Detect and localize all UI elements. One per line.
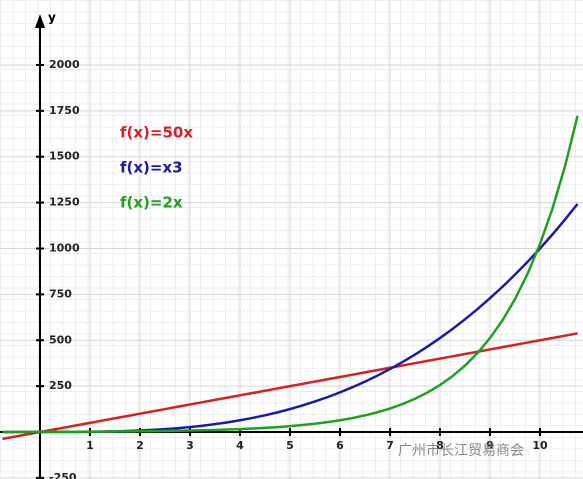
- x-tick-label: 5: [286, 439, 294, 452]
- legend-label: f(x)=x3: [120, 159, 183, 177]
- x-tick-label: 10: [532, 439, 548, 452]
- x-tick-label: 4: [236, 439, 244, 452]
- legend-label: f(x)=50x: [120, 124, 193, 142]
- legend-label: f(x)=2x: [120, 194, 183, 212]
- x-tick-label: 6: [336, 439, 344, 452]
- x-tick-label: 3: [186, 439, 194, 452]
- y-tick-label: 250: [49, 379, 72, 392]
- series-line: [2, 115, 579, 434]
- y-axis-label: y: [48, 11, 56, 25]
- y-tick-label: 1250: [49, 196, 80, 209]
- x-tick-label: 9: [486, 439, 494, 452]
- x-tick-label: 8: [436, 439, 444, 452]
- watermark: 广州市长江贸易商会: [398, 442, 524, 459]
- y-axis-arrow: [35, 14, 45, 28]
- y-tick-label: 750: [49, 287, 72, 300]
- y-tick-label: 500: [49, 333, 72, 346]
- x-tick-label: 1: [86, 439, 94, 452]
- y-tick-label: 1500: [49, 150, 80, 163]
- y-tick-label: 2000: [49, 58, 80, 71]
- y-tick-label: 1750: [49, 104, 80, 117]
- series-line: [2, 332, 578, 441]
- x-tick-label: 2: [136, 439, 144, 452]
- y-tick-label: -250: [49, 471, 77, 479]
- y-tick-label: 1000: [49, 241, 80, 254]
- x-tick-label: 7: [386, 439, 394, 452]
